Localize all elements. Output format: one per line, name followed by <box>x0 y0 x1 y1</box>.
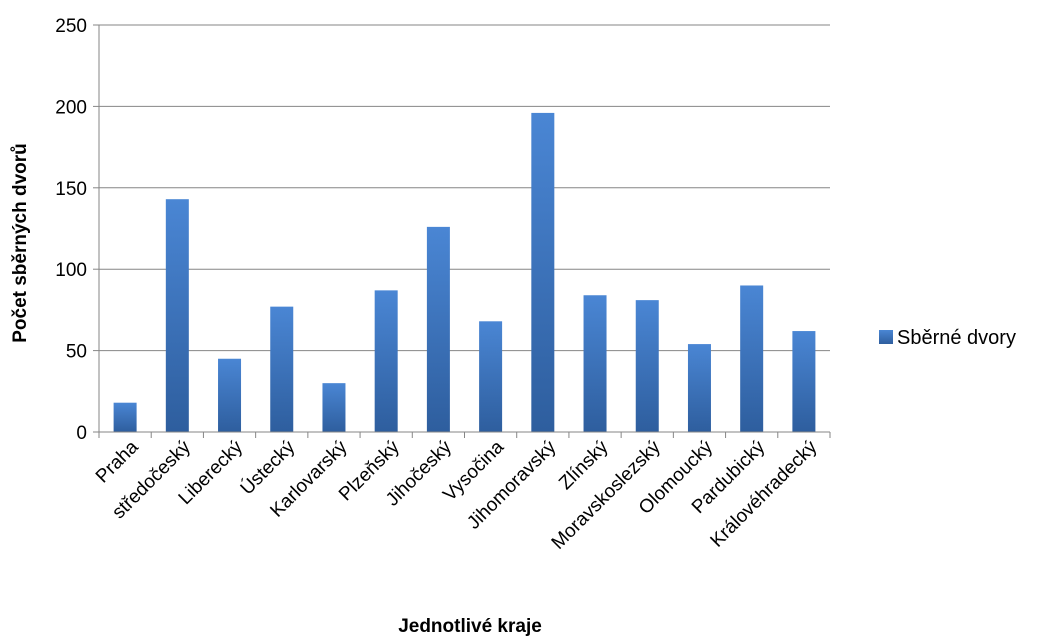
bar-plzeňský <box>374 290 398 432</box>
bar-středočeský <box>165 199 189 432</box>
bar-královéhradecký <box>792 331 816 432</box>
legend-swatch <box>879 330 893 344</box>
bar-liberecký <box>218 358 242 432</box>
bar-zlínský <box>583 295 607 432</box>
bar-vysočina <box>479 321 503 432</box>
x-axis-title: Jednotlivé kraje <box>398 616 542 637</box>
x-tick-labels: PrahastředočeskýLibereckýÚsteckýKarlovar… <box>92 436 822 554</box>
legend-label: Sběrné dvory <box>897 327 1016 349</box>
bar-olomoucký <box>687 344 711 432</box>
axes <box>98 25 831 438</box>
bar-ústecký <box>270 306 294 432</box>
bar-karlovarský <box>322 383 346 432</box>
y-tick-label: 150 <box>55 179 87 200</box>
bar-jihočeský <box>426 226 450 432</box>
y-tick-labels: 0 50 100 150 200 250 <box>55 16 87 444</box>
legend: Sběrné dvory <box>879 327 1016 349</box>
bars <box>113 112 816 433</box>
y-axis-title: Počet sběrných dvorů <box>10 143 31 343</box>
y-tick-label: 0 <box>76 423 87 444</box>
bar-moravskoslezský <box>635 300 659 432</box>
y-tick-label: 250 <box>55 16 87 37</box>
bar-praha <box>113 402 137 432</box>
y-tick-label: 200 <box>55 97 87 118</box>
bar-pardubický <box>740 285 764 432</box>
bar-jihomoravský <box>531 112 555 433</box>
y-tick-label: 50 <box>66 342 87 363</box>
gridlines <box>93 24 830 433</box>
y-tick-label: 100 <box>55 260 87 281</box>
x-tick-label: Praha <box>92 436 143 487</box>
